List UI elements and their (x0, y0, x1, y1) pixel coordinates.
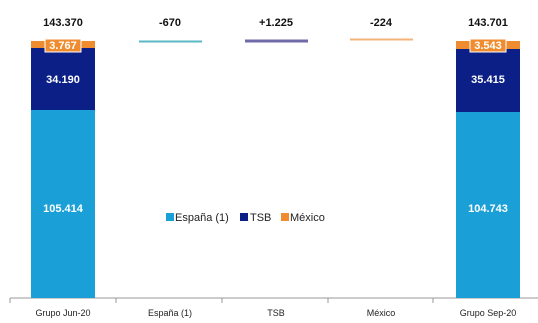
category-label-grupo-jun20: Grupo Jun-20 (35, 308, 90, 318)
bar-tsb-jun20 (31, 48, 95, 110)
delta-label-espana: -670 (159, 17, 181, 29)
legend-label-espana: España (1) (175, 212, 229, 224)
delta-label-mexico: -224 (370, 17, 393, 29)
category-label-tsb: TSB (267, 308, 285, 318)
legend-swatch-espana (166, 213, 174, 221)
category-label-grupo-sep20: Grupo Sep-20 (460, 308, 517, 318)
mexico-label-box-sep20 (469, 38, 507, 53)
delta-bar-tsb (245, 39, 308, 43)
legend-swatch-mexico (281, 213, 289, 221)
category-label-espana: España (1) (148, 308, 192, 318)
value-label-espana-sep20: 104.743 (468, 203, 508, 215)
bar-espana-sep20 (456, 112, 520, 298)
category-label-mexico: México (367, 308, 396, 318)
value-label-tsb-jun20: 34.190 (46, 74, 80, 86)
value-label-mexico-sep20: 3.543 (474, 40, 502, 52)
value-label-espana-jun20: 105.414 (43, 203, 84, 215)
total-label-sep20: 143.701 (468, 17, 508, 29)
bar-tsb-sep20 (456, 49, 520, 112)
value-label-mexico-jun20: 3.767 (49, 40, 77, 52)
total-label-jun20: 143.370 (43, 17, 83, 29)
delta-bar-mexico (350, 38, 413, 41)
legend-swatch-tsb (240, 213, 248, 221)
legend-label-tsb: TSB (250, 212, 271, 224)
mexico-label-box-jun20 (44, 38, 82, 53)
value-label-tsb-sep20: 35.415 (471, 74, 505, 86)
delta-bar-espana (139, 40, 202, 43)
bar-espana-jun20 (31, 110, 95, 298)
delta-label-tsb: +1.225 (259, 17, 293, 29)
legend-label-mexico: México (290, 212, 325, 224)
legend: España (1) TSB México (166, 212, 325, 224)
